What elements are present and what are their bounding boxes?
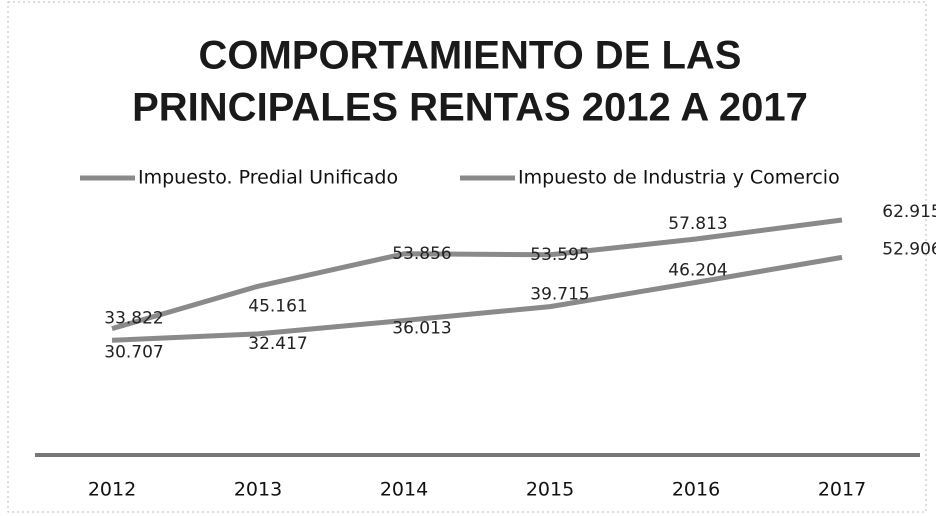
data-label: 45.161 xyxy=(248,296,307,316)
data-label: 52.906 xyxy=(882,239,936,259)
x-tick-label: 2013 xyxy=(234,479,282,501)
x-tick-label: 2017 xyxy=(818,479,866,501)
x-tick-label: 2012 xyxy=(88,479,136,501)
data-label: 32.417 xyxy=(248,334,307,354)
legend-label: Impuesto de Industria y Comercio xyxy=(518,167,840,189)
chart-border xyxy=(7,1,927,513)
x-tick-label: 2015 xyxy=(526,479,574,501)
chart-title: COMPORTAMIENTO DE LAS xyxy=(199,34,742,78)
data-label: 36.013 xyxy=(392,318,451,338)
data-label: 62.915 xyxy=(882,202,936,222)
data-label: 33.822 xyxy=(104,309,163,329)
line-series xyxy=(111,217,843,332)
data-label: 46.204 xyxy=(668,260,727,280)
chart-title: PRINCIPALES RENTAS 2012 A 2017 xyxy=(132,86,808,130)
line-series xyxy=(111,254,843,343)
data-label: 30.707 xyxy=(104,342,163,362)
x-tick-label: 2014 xyxy=(380,479,428,501)
data-label: 39.715 xyxy=(530,285,589,305)
legend-label: Impuesto. Predial Unificado xyxy=(138,167,398,189)
data-label: 53.856 xyxy=(392,244,451,264)
x-tick-label: 2016 xyxy=(672,479,720,501)
data-label: 53.595 xyxy=(530,245,589,265)
data-label: 57.813 xyxy=(668,214,727,234)
